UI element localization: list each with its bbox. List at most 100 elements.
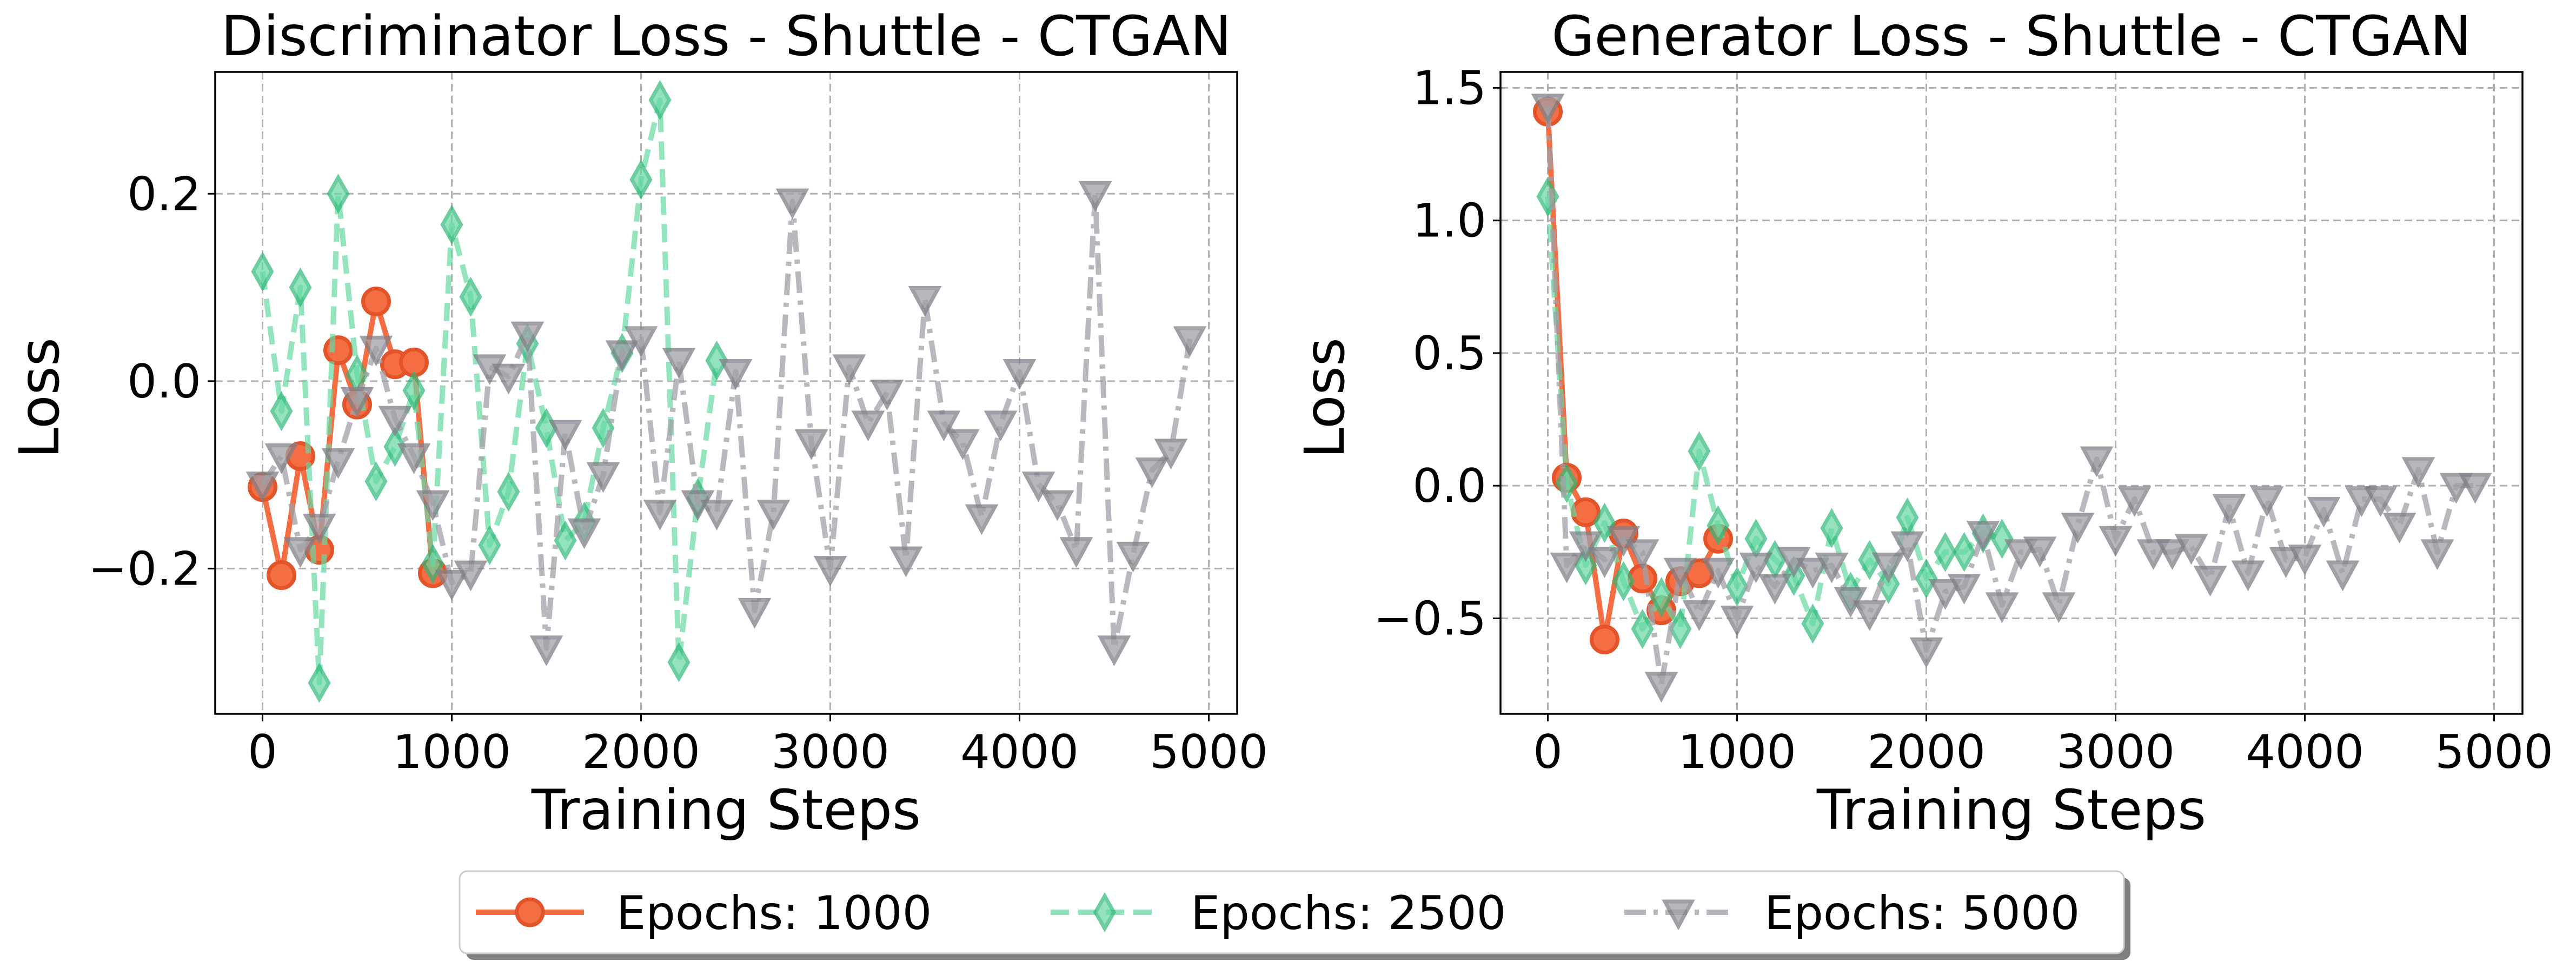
data-point <box>624 326 658 357</box>
x-axis-label: Training Steps <box>531 778 921 843</box>
data-point <box>535 408 558 448</box>
data-point <box>1663 558 1697 589</box>
data-point <box>2061 513 2095 544</box>
data-point <box>851 410 885 442</box>
data-point <box>1644 672 1678 703</box>
data-point <box>2307 496 2341 528</box>
data-point <box>323 335 353 366</box>
data-point <box>1871 552 1906 583</box>
legend-handle-marker <box>515 897 545 927</box>
data-point <box>1947 574 1981 605</box>
data-point <box>1625 539 1659 571</box>
legend-handle-marker <box>1093 892 1117 933</box>
x-tick-label: 1000 <box>393 725 511 779</box>
discriminator-loss-panel: 0 1000 2000 3000 4000 5000 −0.2 0.0 0.2 Discrim… <box>8 4 1268 843</box>
data-point <box>832 354 866 386</box>
data-point <box>2193 566 2227 597</box>
y-axis-label: Loss <box>1293 337 1357 459</box>
data-point <box>1744 519 1768 559</box>
data-point <box>1820 508 1843 548</box>
data-point <box>1953 532 1976 572</box>
data-point <box>662 348 696 379</box>
data-point <box>705 340 728 381</box>
y-tick-label: −0.2 <box>88 542 201 596</box>
data-point <box>1682 600 1716 631</box>
x-tick-label: 2000 <box>582 725 700 779</box>
legend-items <box>476 892 1732 933</box>
data-point <box>1896 497 1919 538</box>
data-point <box>1701 558 1735 589</box>
data-point <box>2420 539 2454 571</box>
data-point <box>548 420 582 451</box>
axes-frame <box>1499 71 2524 715</box>
data-point <box>1097 635 1131 667</box>
data-point <box>478 525 501 566</box>
data-point <box>1116 541 1150 573</box>
data-point <box>1758 574 1792 605</box>
data-point <box>586 462 620 493</box>
data-point <box>1135 457 1169 488</box>
data-point <box>2023 536 2057 568</box>
data-point <box>289 267 312 308</box>
chart-title: Generator Loss - Shuttle - CTGAN <box>1551 4 2471 69</box>
data-point <box>321 448 355 479</box>
series-epochs-5000 <box>1531 94 2492 703</box>
data-point <box>965 504 999 535</box>
data-point <box>1966 520 2000 552</box>
data-point <box>2212 494 2246 525</box>
data-point <box>1612 561 1635 601</box>
x-tick-label: 4000 <box>960 725 1079 779</box>
x-axis-label: Training Steps <box>1816 778 2206 843</box>
data-point <box>2042 592 2076 624</box>
data-point <box>700 499 734 530</box>
data-point <box>1707 505 1730 546</box>
data-point <box>946 429 980 460</box>
y-tick-label: 0.0 <box>127 355 201 409</box>
data-point <box>359 335 393 367</box>
x-tick-label: 2000 <box>1867 725 1986 779</box>
data-point <box>605 340 639 372</box>
data-point <box>2004 539 2038 571</box>
data-point <box>1990 519 2014 559</box>
x-axis-ticks: 0 1000 2000 3000 4000 5000 <box>248 714 1268 779</box>
y-tick-label: 0.0 <box>1412 459 1486 513</box>
data-point <box>667 642 691 682</box>
data-point <box>1796 558 1830 589</box>
data-point <box>1550 552 1584 583</box>
data-point <box>510 321 545 353</box>
data-point <box>327 174 350 214</box>
data-point <box>2382 513 2416 544</box>
data-point <box>1154 439 1188 470</box>
data-point <box>2269 547 2303 578</box>
data-point <box>270 391 293 432</box>
y-axis-label: Loss <box>8 337 72 459</box>
data-point <box>908 286 942 317</box>
series-epochs-5000 <box>245 181 1207 667</box>
data-point <box>1688 431 1711 472</box>
data-point <box>756 499 791 530</box>
data-point <box>283 537 317 568</box>
data-point <box>2401 457 2435 488</box>
data-point <box>1877 563 1900 604</box>
data-point <box>1985 592 2019 624</box>
x-tick-label: 5000 <box>2435 725 2553 779</box>
y-tick-label: −0.5 <box>1373 592 1486 646</box>
data-point <box>2326 560 2360 592</box>
y-tick-label: 0.5 <box>1412 327 1486 381</box>
data-point <box>264 443 298 474</box>
data-point <box>1531 94 1565 125</box>
data-point <box>648 79 672 121</box>
data-point <box>1739 552 1773 583</box>
data-point <box>459 276 482 317</box>
data-point <box>1588 547 1622 578</box>
y-tick-label: 1.5 <box>1412 61 1486 115</box>
data-point <box>2080 446 2114 477</box>
data-point <box>397 443 431 474</box>
data-point <box>554 520 577 561</box>
x-tick-label: 0 <box>1533 725 1563 779</box>
legend-label-epochs-1000: Epochs: 1000 <box>616 886 932 940</box>
data-point <box>1725 566 1749 607</box>
data-point <box>308 662 331 703</box>
data-point <box>1590 625 1619 655</box>
data-point <box>1059 537 1093 568</box>
